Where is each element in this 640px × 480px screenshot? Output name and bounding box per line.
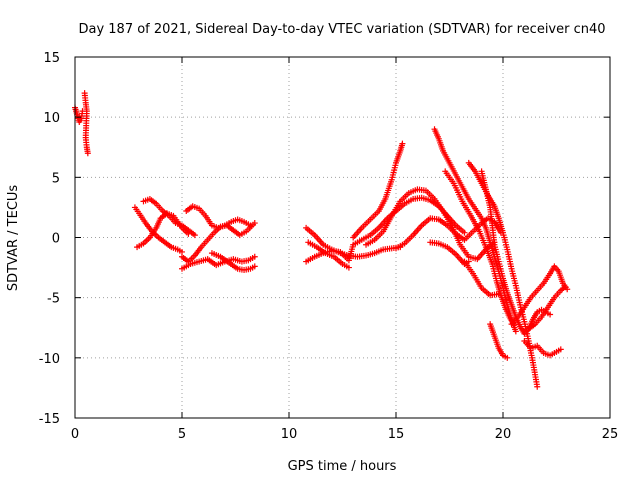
series-sat-v — [487, 321, 511, 361]
data-point — [495, 291, 502, 298]
x-axis-label: GPS time / hours — [288, 459, 397, 474]
axis-ticks: 0 5 10 15 20 25 -15 -10 -5 0 5 10 15 — [39, 51, 619, 442]
y-tick-label: 5 — [52, 171, 60, 186]
data-point — [562, 283, 569, 290]
y-tick-label: 15 — [43, 51, 60, 66]
data-point — [399, 140, 406, 147]
series-sat-a — [72, 104, 86, 125]
x-tick-label: 15 — [388, 427, 405, 442]
x-tick-label: 5 — [178, 427, 186, 442]
data-point — [547, 311, 554, 318]
series-sat-b — [81, 90, 91, 157]
x-tick-label: 0 — [71, 427, 79, 442]
series-sat-n — [363, 186, 498, 263]
data-point — [191, 232, 198, 239]
series-sat-u — [478, 168, 554, 337]
data-point — [251, 220, 258, 227]
data-point — [504, 354, 511, 361]
y-tick-label: 0 — [52, 232, 60, 247]
y-axis-label: SDTVAR / TECUs — [6, 185, 21, 292]
data-point — [534, 383, 541, 390]
series-sat-e — [140, 195, 198, 239]
y-tick-label: 10 — [43, 111, 60, 126]
grid — [75, 57, 610, 418]
data-point — [557, 346, 564, 353]
y-tick-label: -5 — [47, 292, 60, 307]
data-point — [512, 328, 519, 335]
series-sat-s — [461, 258, 502, 299]
data-point — [345, 264, 352, 271]
series-sat-i — [208, 250, 258, 273]
x-tick-label: 20 — [495, 427, 512, 442]
chart-title: Day 187 of 2021, Sidereal Day-to-day VTE… — [78, 22, 605, 37]
x-tick-label: 10 — [281, 427, 298, 442]
series-sat-y — [525, 283, 569, 332]
data-point — [84, 150, 91, 157]
data-point — [251, 253, 258, 260]
data-point — [251, 263, 258, 270]
x-tick-label: 25 — [602, 427, 619, 442]
y-tick-label: -15 — [39, 412, 60, 427]
y-tick-label: -10 — [39, 352, 60, 367]
series-sat-g — [179, 220, 258, 265]
series-sat-r — [442, 168, 517, 328]
series-sat-l — [305, 239, 352, 271]
series-sat-m — [350, 140, 406, 241]
series-sat-w — [521, 337, 564, 359]
series-sat-c — [131, 204, 185, 255]
data-points — [72, 90, 571, 390]
data-point — [461, 229, 468, 236]
